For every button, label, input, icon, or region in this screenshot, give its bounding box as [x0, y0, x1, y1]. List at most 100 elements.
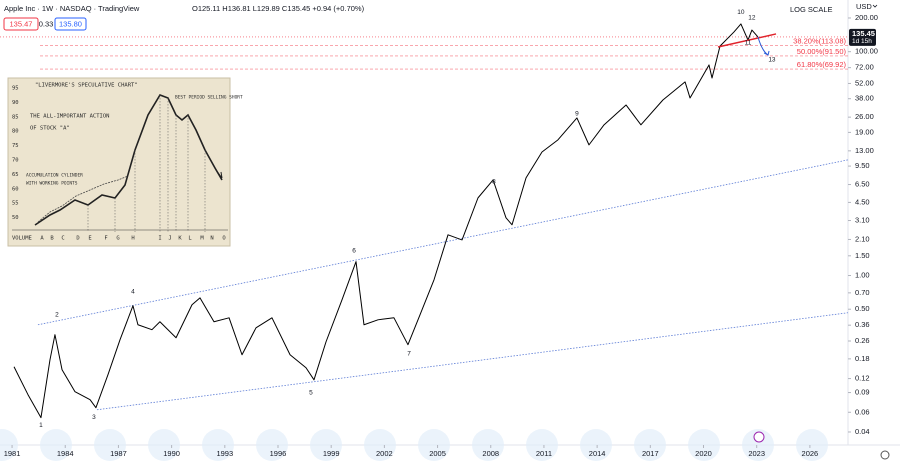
- y-tick-label: 6.50: [855, 180, 870, 189]
- x-tick-label: 1990: [163, 449, 180, 458]
- y-tick-label: 26.00: [855, 112, 874, 121]
- inset-x-label: C: [61, 236, 64, 242]
- event-marker: [526, 429, 558, 461]
- y-tick-label: 1.50: [855, 251, 870, 260]
- x-tick-label: 2014: [589, 449, 606, 458]
- inset-y-label: 50: [12, 215, 19, 221]
- inset: "LIVERMORE'S SPECULATIVE CHART" THE ALL-…: [7, 77, 243, 247]
- inset-x-label: B: [50, 236, 54, 242]
- bid: 135.47: [10, 19, 33, 28]
- y-tick-label: 38.00: [855, 94, 874, 103]
- event-marker: [256, 429, 288, 461]
- inset-note: BEST PERIOD SELLING SHORT: [175, 95, 243, 101]
- event-marker: [202, 429, 234, 461]
- event-marker: [418, 429, 450, 461]
- ohlc: O125.11 H136.81 L129.89 C135.45 +0.94 (+…: [192, 4, 365, 13]
- wave-label: 3: [92, 414, 96, 421]
- y-tick-label: 0.26: [855, 336, 870, 345]
- inset-x-label: K: [178, 236, 182, 242]
- y-tick-label: 0.18: [855, 354, 870, 363]
- y-tick-label: 0.09: [855, 388, 870, 397]
- bid-box[interactable]: [3, 17, 39, 31]
- event-marker: [472, 429, 504, 461]
- y-tick-label: 19.00: [855, 127, 874, 136]
- price-line-series: [13, 23, 759, 419]
- fib-label: 50.00%(91.50): [797, 47, 847, 56]
- x-tick-label: 2011: [536, 449, 552, 458]
- inset-volume: VOLUME: [12, 236, 32, 242]
- symbol: Apple Inc · 1W · NASDAQ · TradingView: [4, 4, 140, 13]
- settings-icon[interactable]: [880, 450, 890, 460]
- price-tag-value: 135.45: [852, 29, 875, 38]
- x-tick-label: 2002: [376, 449, 393, 458]
- fib-label: 38.20%(113.08): [793, 37, 846, 46]
- trendline: [717, 33, 777, 48]
- wave-label: 1: [39, 422, 43, 429]
- x-tick-label: 2023: [748, 449, 765, 458]
- currency-chevron: [872, 4, 878, 8]
- wave-label: 13: [768, 57, 776, 64]
- inset-y-label: 80: [12, 129, 19, 135]
- projection-head: [763, 50, 770, 56]
- spread: 0.33: [39, 19, 54, 28]
- y-tick-label: 2.10: [855, 234, 870, 243]
- wave-label: 11: [745, 40, 752, 47]
- event-marker: [0, 429, 18, 461]
- inset-x-label: E: [88, 236, 91, 242]
- inset-x-label: G: [116, 236, 119, 242]
- event-marker: [148, 429, 180, 461]
- event-marker: [310, 429, 342, 461]
- x-tick-label: 1999: [323, 449, 340, 458]
- inset-line: [34, 94, 223, 226]
- inset-x-label: I: [158, 236, 161, 242]
- inset-note: WITH WORKING POINTS: [26, 181, 78, 187]
- y-tick-label: 72.00: [855, 63, 874, 72]
- channel-line: [96, 312, 849, 411]
- x-tick-label: 2017: [642, 449, 659, 458]
- y-tick-label: 100.00: [855, 47, 878, 56]
- inset-x-label: F: [104, 236, 107, 242]
- wave-label: 2: [55, 311, 59, 318]
- inset-y-label: 65: [12, 172, 19, 178]
- y-tick-label: 52.00: [855, 78, 874, 87]
- event-icon[interactable]: [753, 431, 765, 443]
- inset-x-label: M: [200, 236, 204, 242]
- event-marker: [742, 429, 774, 461]
- wave-label: 5: [309, 389, 313, 396]
- fib-label: 61.80%(69.92): [797, 60, 847, 69]
- inset-cylinder: [37, 175, 129, 223]
- x-tick-label: 2005: [429, 449, 446, 458]
- ask-box[interactable]: [54, 17, 87, 31]
- inset-note: THE ALL-IMPORTANT ACTION: [30, 114, 109, 120]
- y-tick-label: 13.00: [855, 146, 874, 155]
- inset-y-label: 85: [12, 114, 19, 120]
- inset-x-label: O: [222, 236, 225, 242]
- event-marker: [796, 429, 828, 461]
- inset-y-label: 90: [12, 100, 19, 106]
- x-tick-label: 1993: [216, 449, 233, 458]
- scale-label[interactable]: LOG SCALE: [790, 5, 833, 14]
- inset-x-label: A: [40, 236, 44, 242]
- inset-verticals: [87, 95, 206, 232]
- inset-x-label: J: [168, 236, 171, 242]
- ask: 135.80: [59, 19, 82, 28]
- inset-title: "LIVERMORE'S SPECULATIVE CHART": [35, 83, 138, 89]
- y-tick-label: 4.50: [855, 197, 870, 206]
- x-tick-label: 1984: [57, 449, 74, 458]
- x-tick-label: 2020: [695, 449, 712, 458]
- inset-x-label: L: [188, 236, 192, 242]
- x-tick-label: 1996: [270, 449, 287, 458]
- wave-label: 8: [492, 179, 496, 186]
- y-tick-label: 0.04: [855, 427, 870, 436]
- inset-y-label: 60: [12, 186, 19, 192]
- inset-y-label: 75: [12, 143, 19, 149]
- y-tick-label: 200.00: [855, 13, 878, 22]
- wave-label: 7: [407, 350, 411, 357]
- inset-arrow: [215, 169, 223, 179]
- event-marker: [40, 429, 72, 461]
- wave-label: 6: [352, 248, 356, 255]
- inset-x-label: H: [131, 236, 134, 242]
- currency[interactable]: USD: [856, 2, 872, 11]
- event-marker: [580, 429, 612, 461]
